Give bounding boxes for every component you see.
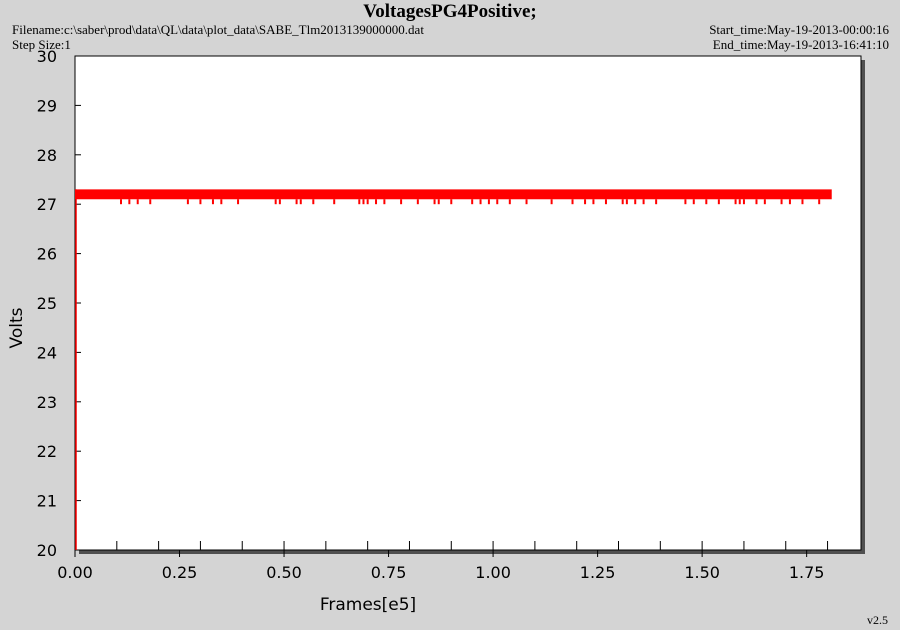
version-label: v2.5 bbox=[867, 613, 888, 627]
y-tick-label: 23 bbox=[37, 393, 57, 412]
y-tick-label: 27 bbox=[37, 195, 57, 214]
step-size-label: Step Size:1 bbox=[12, 37, 71, 52]
end-time-label: End_time:May-19-2013-16:41:10 bbox=[712, 37, 889, 52]
y-tick-label: 30 bbox=[37, 47, 57, 66]
chart-title: VoltagesPG4Positive; bbox=[363, 1, 537, 22]
file-info: Filename:c:\saber\prod\data\QL\data\plot… bbox=[12, 22, 424, 52]
x-tick-label: 1.00 bbox=[475, 563, 511, 582]
y-tick-label: 20 bbox=[37, 541, 57, 560]
y-tick-label: 21 bbox=[37, 492, 57, 511]
time-info: Start_time:May-19-2013-00:00:16 End_time… bbox=[709, 22, 889, 52]
y-tick-label: 22 bbox=[37, 442, 57, 461]
start-time-label: Start_time:May-19-2013-00:00:16 bbox=[709, 22, 889, 37]
y-tick-label: 28 bbox=[37, 146, 57, 165]
filename-label: Filename:c:\saber\prod\data\QL\data\plot… bbox=[12, 22, 424, 37]
x-tick-label: 0.75 bbox=[371, 563, 407, 582]
x-tick-label: 0.50 bbox=[266, 563, 302, 582]
plot-area bbox=[74, 55, 862, 551]
y-axis-title: Volts bbox=[7, 307, 27, 348]
y-tick-label: 29 bbox=[37, 96, 57, 115]
x-tick-label: 1.75 bbox=[789, 563, 825, 582]
y-tick-label: 25 bbox=[37, 294, 57, 313]
x-tick-label: 0.00 bbox=[57, 563, 93, 582]
x-axis-title: Frames[e5] bbox=[320, 595, 416, 615]
y-tick-label: 26 bbox=[37, 245, 57, 264]
x-tick-label: 1.50 bbox=[684, 563, 720, 582]
y-tick-label: 24 bbox=[37, 343, 57, 362]
x-tick-label: 1.25 bbox=[580, 563, 616, 582]
x-tick-label: 0.25 bbox=[162, 563, 198, 582]
series-band bbox=[75, 189, 832, 200]
